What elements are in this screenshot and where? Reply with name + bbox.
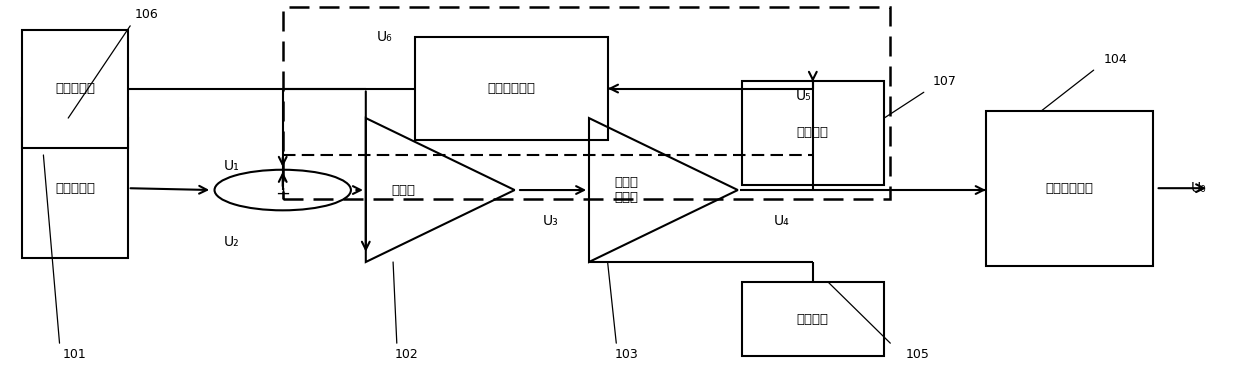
- Text: 103: 103: [614, 348, 639, 361]
- Text: 105: 105: [905, 348, 930, 361]
- Bar: [22, 118, 128, 258]
- Text: U₆: U₆: [377, 30, 392, 44]
- Text: U₄: U₄: [774, 214, 789, 228]
- Text: 107: 107: [932, 75, 957, 88]
- Bar: [415, 37, 608, 140]
- Text: +: +: [275, 185, 290, 203]
- Bar: [742, 81, 884, 184]
- Text: U₂: U₂: [223, 235, 239, 249]
- Text: U₅: U₅: [796, 89, 811, 103]
- Bar: [742, 282, 884, 356]
- Text: 101: 101: [62, 348, 87, 361]
- Text: 104: 104: [1104, 52, 1128, 66]
- Text: U₃: U₃: [543, 214, 558, 228]
- Text: 信号发生器: 信号发生器: [55, 182, 95, 195]
- Bar: [22, 30, 128, 148]
- Text: 102: 102: [394, 348, 419, 361]
- Text: 功率放
大电路: 功率放 大电路: [614, 176, 639, 204]
- Bar: [986, 111, 1153, 266]
- Text: U₁: U₁: [223, 159, 239, 173]
- Text: 供电电源: 供电电源: [797, 313, 828, 326]
- Text: 比较器: 比较器: [391, 183, 415, 197]
- Text: 第三滤波电路: 第三滤波电路: [487, 82, 536, 95]
- Bar: [283, 7, 890, 199]
- Text: 第一滤波电路: 第一滤波电路: [1045, 182, 1094, 195]
- Text: U₀: U₀: [1190, 181, 1207, 195]
- Text: 波形发生器: 波形发生器: [55, 82, 95, 95]
- Text: 106: 106: [134, 8, 159, 21]
- Text: 采样电路: 采样电路: [797, 126, 828, 139]
